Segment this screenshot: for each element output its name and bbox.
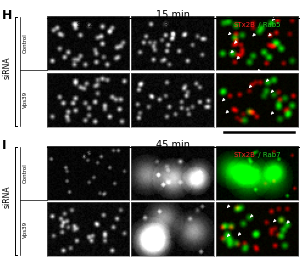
- Text: STx2B: STx2B: [234, 22, 256, 28]
- Text: 15 min: 15 min: [155, 10, 190, 20]
- Text: H: H: [2, 9, 12, 22]
- Text: / Rab7: / Rab7: [256, 152, 280, 157]
- Text: STx2B: STx2B: [234, 152, 256, 157]
- Text: Vps39: Vps39: [23, 91, 28, 108]
- Text: Control: Control: [23, 163, 28, 183]
- Text: siRNA: siRNA: [3, 56, 12, 79]
- Text: Control: Control: [23, 33, 28, 53]
- Text: STx2B: STx2B: [77, 152, 99, 157]
- Text: / Rab5: / Rab5: [256, 22, 280, 28]
- Text: STx2B: STx2B: [77, 22, 99, 28]
- Text: Rab5: Rab5: [164, 22, 181, 28]
- Text: 45 min: 45 min: [155, 140, 190, 150]
- Text: Vps39: Vps39: [23, 221, 28, 238]
- Text: siRNA: siRNA: [3, 185, 12, 208]
- Text: Rab7: Rab7: [164, 152, 181, 157]
- Text: I: I: [2, 139, 6, 152]
